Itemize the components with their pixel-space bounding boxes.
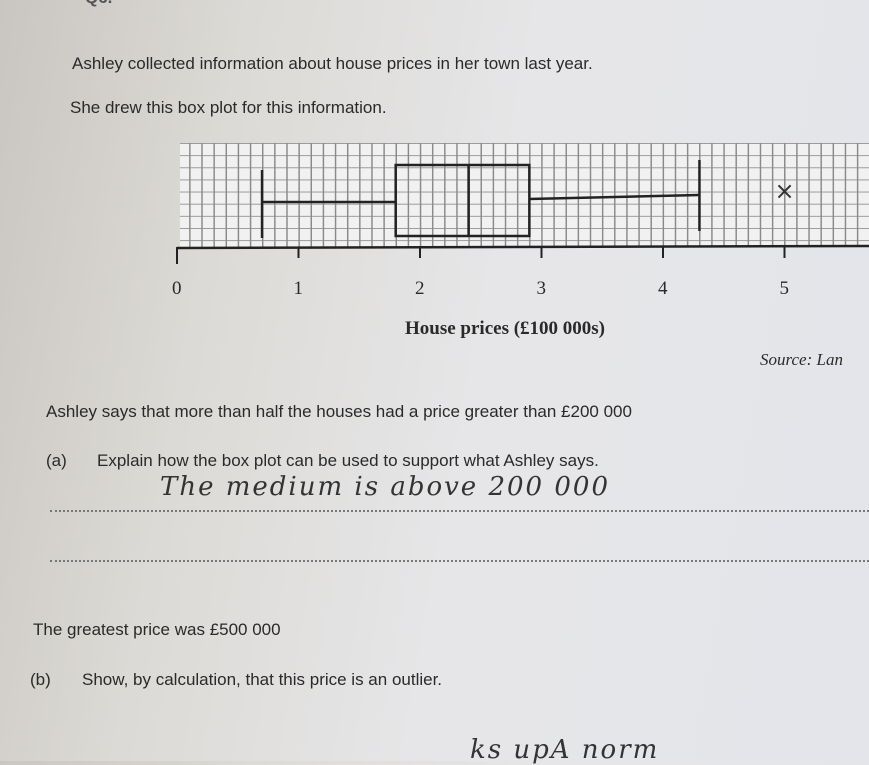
handwritten-working-b: ks upA norm: [470, 735, 660, 765]
part-a-question: Explain how the box plot can be used to …: [97, 451, 599, 470]
box: [394, 163, 531, 238]
tick-label: 0: [172, 278, 182, 299]
upper-whisker: [529, 193, 700, 201]
part-b-question: Show, by calculation, that this price is…: [82, 670, 443, 689]
tick-label: 4: [658, 278, 668, 299]
intro-line-1: Ashley collected information about house…: [72, 54, 593, 73]
outlier-marker: ×: [774, 177, 794, 205]
part-a-label: (a): [46, 451, 67, 470]
axis-line: [176, 244, 869, 250]
tick-label: 1: [293, 278, 304, 299]
tick-label: 3: [536, 278, 547, 299]
intro-line-2: She drew this box plot for this informat…: [70, 98, 387, 117]
grid-paper: [180, 143, 869, 247]
tick-label: 2: [415, 278, 425, 299]
greatest-price-text: The greatest price was £500 000: [33, 620, 281, 639]
tick-label: 5: [779, 278, 790, 299]
handwritten-answer-a: The medium is above 200 000: [160, 472, 610, 502]
axis-label: House prices (£100 000s): [405, 318, 606, 339]
question-number: Q6.: [85, 0, 112, 8]
box-plot: ×: [176, 160, 869, 264]
answer-line-2[interactable]: [50, 560, 869, 562]
answer-line-1[interactable]: [50, 510, 869, 512]
source-text: Source: Lan: [760, 350, 843, 369]
part-b-label: (b): [30, 670, 51, 689]
claim-text: Ashley says that more than half the hous…: [46, 402, 632, 421]
